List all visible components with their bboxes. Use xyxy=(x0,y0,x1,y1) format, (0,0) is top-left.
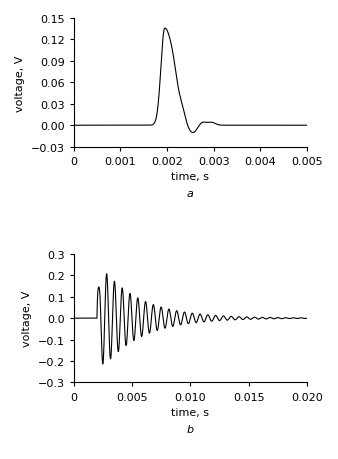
Text: b: b xyxy=(187,424,194,434)
Y-axis label: voltage, V: voltage, V xyxy=(22,291,32,347)
Text: a: a xyxy=(187,188,194,198)
X-axis label: time, s: time, s xyxy=(171,407,209,417)
X-axis label: time, s: time, s xyxy=(171,172,209,182)
Y-axis label: voltage, V: voltage, V xyxy=(15,55,25,111)
